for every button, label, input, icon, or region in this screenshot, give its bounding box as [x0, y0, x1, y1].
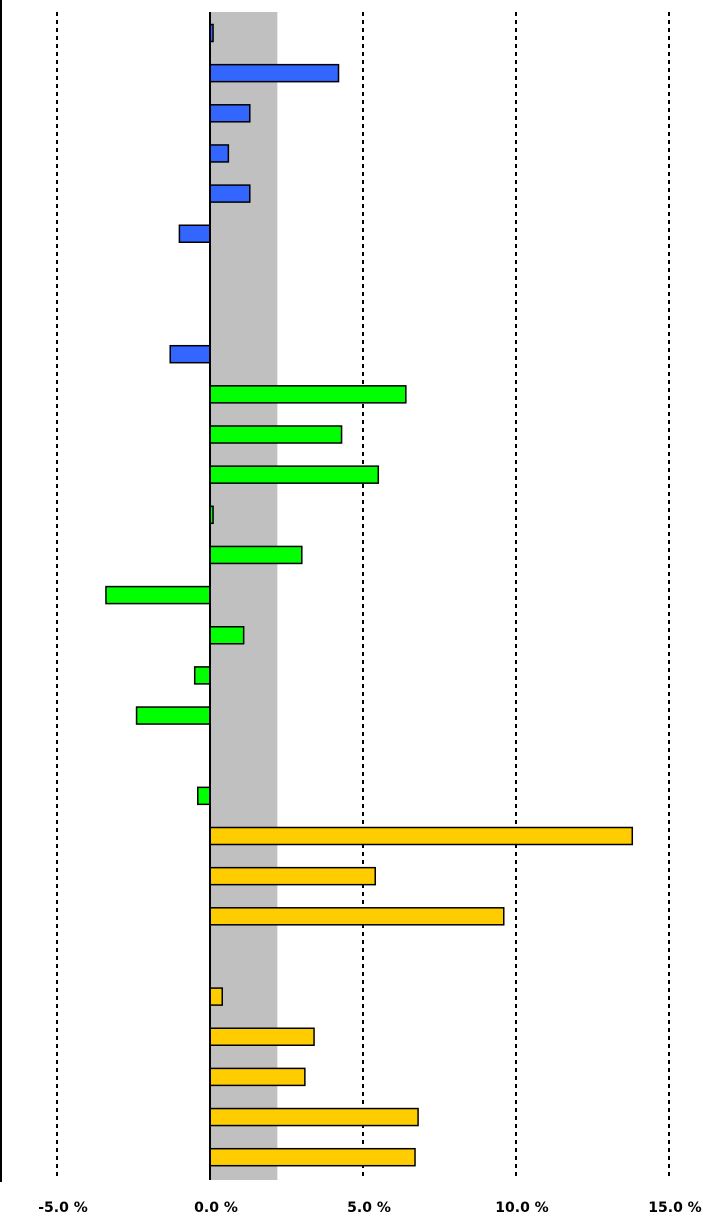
- bar-green: [193, 666, 211, 685]
- bar-blue: [209, 63, 340, 83]
- bar-green: [105, 585, 211, 605]
- bar-orange: [209, 907, 505, 926]
- bar-blue: [209, 144, 230, 163]
- bar-blue: [169, 344, 211, 364]
- x-tick-label: 0.0 %: [194, 1200, 238, 1216]
- bar-orange: [209, 1027, 315, 1046]
- bar-green: [135, 706, 211, 725]
- bar-blue: [209, 184, 251, 203]
- bar-green: [209, 385, 407, 404]
- bar-orange: [209, 1067, 306, 1087]
- bar-blue: [209, 104, 251, 123]
- bar-blue: [178, 224, 211, 243]
- bar-green: [209, 425, 343, 444]
- bar-orange: [209, 866, 376, 886]
- bar-orange: [209, 826, 634, 846]
- bar-green: [197, 786, 211, 806]
- bar-orange: [209, 987, 223, 1006]
- x-tick-label: 10.0 %: [495, 1200, 548, 1216]
- bar-orange: [209, 1147, 416, 1167]
- bar-green: [209, 465, 380, 484]
- x-tick-label: -5.0 %: [38, 1200, 88, 1216]
- bar-green: [209, 545, 303, 565]
- x-tick-label: 15.0 %: [648, 1200, 701, 1216]
- bar-green: [209, 626, 245, 645]
- bar-orange: [209, 1107, 419, 1127]
- x-tick-label: 5.0 %: [347, 1200, 391, 1216]
- shaded-band: [210, 12, 278, 1180]
